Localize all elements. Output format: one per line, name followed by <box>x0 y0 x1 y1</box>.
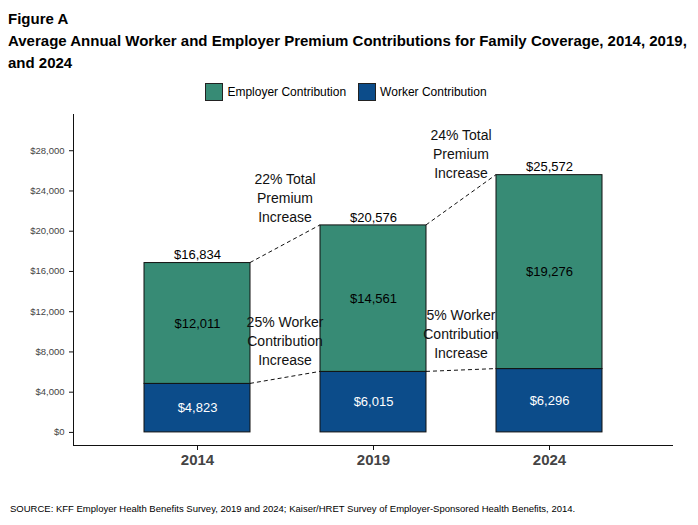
svg-text:$20,576: $20,576 <box>350 210 397 225</box>
svg-text:24% TotalPremiumIncrease: 24% TotalPremiumIncrease <box>430 127 491 181</box>
svg-text:$20,000: $20,000 <box>30 225 64 236</box>
svg-text:22% TotalPremiumIncrease: 22% TotalPremiumIncrease <box>254 171 315 225</box>
svg-text:$25,572: $25,572 <box>526 159 573 174</box>
svg-text:$12,011: $12,011 <box>174 316 220 331</box>
svg-text:5% WorkerContributionIncrease: 5% WorkerContributionIncrease <box>423 307 499 361</box>
svg-text:$16,000: $16,000 <box>30 265 64 276</box>
svg-text:$28,000: $28,000 <box>30 145 64 156</box>
svg-text:$4,823: $4,823 <box>178 400 218 415</box>
svg-text:$6,296: $6,296 <box>530 393 570 408</box>
svg-text:$14,561: $14,561 <box>350 291 397 306</box>
html-text:Employer Contribution: Employer Contribution <box>227 85 347 99</box>
svg-text:2014: 2014 <box>181 451 215 468</box>
html-text:SOURCE: KFF Employer Health Be: SOURCE: KFF Employer Health Benefits Sur… <box>10 503 576 514</box>
svg-text:$6,015: $6,015 <box>354 394 394 409</box>
svg-text:$19,276: $19,276 <box>526 264 573 279</box>
svg-text:2024: 2024 <box>533 451 567 468</box>
html-text:Figure A: Figure A <box>8 10 69 27</box>
html-text:Average Annual Worker and Empl: Average Annual Worker and Employer Premi… <box>8 32 687 71</box>
svg-text:25% WorkerContributionIncrease: 25% WorkerContributionIncrease <box>247 314 324 368</box>
svg-text:$24,000: $24,000 <box>30 185 64 196</box>
svg-text:$0: $0 <box>54 426 65 437</box>
svg-text:$16,834: $16,834 <box>174 247 221 262</box>
svg-text:$4,000: $4,000 <box>35 386 64 397</box>
svg-text:$12,000: $12,000 <box>30 306 64 317</box>
svg-text:$8,000: $8,000 <box>35 346 64 357</box>
html-text:Worker Contribution: Worker Contribution <box>380 85 487 99</box>
svg-text:2019: 2019 <box>357 451 390 468</box>
